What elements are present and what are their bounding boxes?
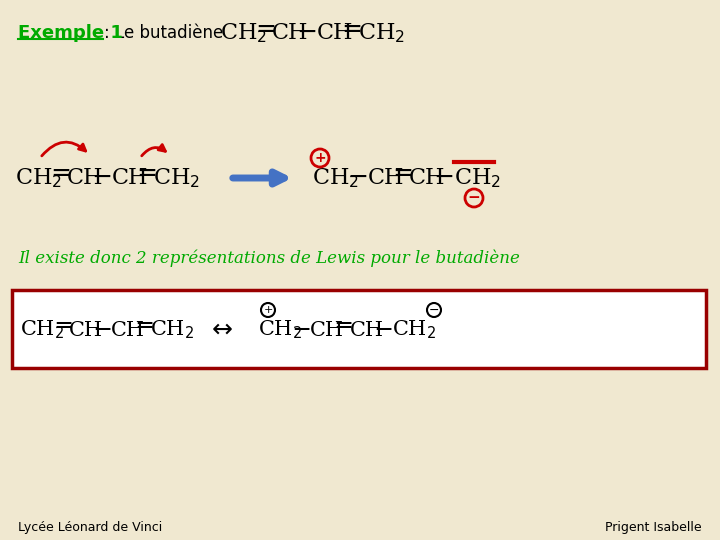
- Text: CH: CH: [67, 167, 104, 189]
- Text: ═: ═: [336, 315, 350, 339]
- Text: ─: ─: [299, 22, 314, 44]
- Text: ─: ─: [436, 166, 451, 190]
- Text: ═: ═: [137, 315, 151, 339]
- Text: CH: CH: [368, 167, 405, 189]
- Text: ═: ═: [258, 18, 273, 42]
- Text: ═: ═: [395, 164, 410, 186]
- Text: CH$_2$: CH$_2$: [454, 166, 501, 190]
- Text: : Le butadiène: : Le butadiène: [104, 24, 223, 42]
- Text: CH$_2$: CH$_2$: [15, 166, 62, 190]
- Text: CH$_2$: CH$_2$: [358, 21, 405, 45]
- Text: Lycée Léonard de Vinci: Lycée Léonard de Vinci: [18, 522, 162, 535]
- Text: CH: CH: [310, 321, 344, 340]
- Text: CH$_2$: CH$_2$: [153, 166, 200, 190]
- Text: Il existe donc 2 représentations de Lewis pour le butadiène: Il existe donc 2 représentations de Lewi…: [18, 249, 520, 267]
- Text: ─: ─: [350, 166, 365, 190]
- FancyBboxPatch shape: [12, 290, 706, 368]
- Text: CH$_2$: CH$_2$: [258, 319, 302, 341]
- Text: ═: ═: [344, 18, 359, 42]
- Text: ─: ─: [95, 319, 109, 341]
- Text: Prigent Isabelle: Prigent Isabelle: [606, 522, 702, 535]
- Text: CH$_2$: CH$_2$: [150, 319, 194, 341]
- Text: CH: CH: [112, 167, 148, 189]
- Text: CH: CH: [272, 22, 308, 44]
- Text: ═: ═: [139, 164, 154, 186]
- Text: ↔: ↔: [212, 318, 233, 342]
- Text: CH$_2$: CH$_2$: [312, 166, 359, 190]
- Text: ═: ═: [56, 315, 71, 339]
- Text: CH: CH: [69, 321, 103, 340]
- Text: −: −: [467, 191, 480, 206]
- Text: CH: CH: [409, 167, 446, 189]
- Text: CH$_2$: CH$_2$: [392, 319, 436, 341]
- Text: +: +: [264, 305, 273, 315]
- Text: −: −: [428, 303, 439, 316]
- Text: CH$_2$: CH$_2$: [20, 319, 64, 341]
- Text: ─: ─: [94, 166, 109, 190]
- Text: CH: CH: [350, 321, 384, 340]
- Text: ─: ─: [376, 319, 390, 341]
- Text: ─: ─: [294, 319, 308, 341]
- Text: ═: ═: [53, 164, 68, 186]
- Text: CH: CH: [111, 321, 145, 340]
- Text: +: +: [314, 151, 326, 165]
- Text: Exemple 1: Exemple 1: [18, 24, 123, 42]
- Text: CH: CH: [317, 22, 354, 44]
- Text: CH$_2$: CH$_2$: [220, 21, 267, 45]
